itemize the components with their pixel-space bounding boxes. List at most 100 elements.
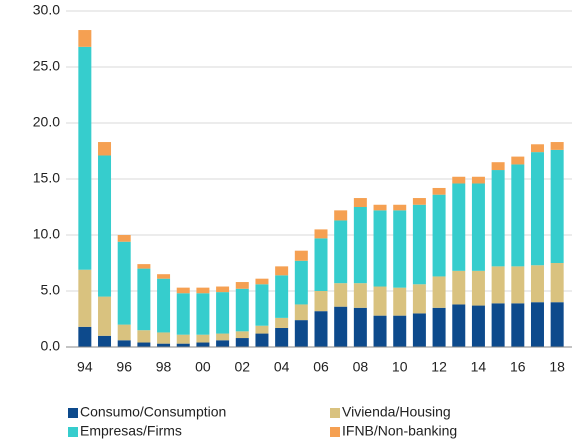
bar-segment	[78, 30, 92, 47]
bar-segment	[393, 204, 407, 211]
legend-label: Consumo/Consumption	[80, 404, 226, 420]
bar-segment	[432, 307, 446, 347]
bar-segment	[98, 335, 112, 347]
bar-segment	[294, 320, 308, 347]
bar-segment	[216, 292, 230, 334]
bar-segment	[471, 270, 485, 306]
bar-segment	[334, 306, 348, 347]
bar-segment	[275, 266, 289, 276]
bar-segment	[452, 304, 466, 347]
bar-segment	[137, 342, 151, 347]
bar-segment	[452, 270, 466, 305]
bar-segment	[373, 286, 387, 316]
bar-segment	[275, 275, 289, 318]
bar-segment	[216, 340, 230, 347]
x-tick-label: 00	[195, 359, 211, 375]
bar-segment	[157, 343, 171, 347]
bar-segment	[314, 229, 328, 239]
legend-swatch	[68, 427, 78, 437]
y-tick-label: 20.0	[33, 114, 60, 130]
x-tick-label: 16	[510, 359, 526, 375]
bar-segment	[275, 327, 289, 347]
bar-segment	[530, 265, 544, 303]
bar-segment	[137, 330, 151, 343]
bar-segment	[294, 304, 308, 321]
bar-segment	[235, 338, 249, 347]
y-tick-label: 0.0	[41, 338, 61, 354]
legend-swatch	[68, 408, 78, 418]
bar-segment	[432, 194, 446, 277]
bar-segment	[491, 266, 505, 304]
bar-segment	[176, 293, 190, 335]
bar-segment	[235, 282, 249, 289]
bar-segment	[412, 198, 426, 205]
x-tick-label: 98	[156, 359, 172, 375]
bar-segment	[471, 183, 485, 271]
bar-segment	[98, 296, 112, 336]
bar-segment	[235, 288, 249, 332]
bar-segment	[98, 155, 112, 297]
bar-segment	[393, 315, 407, 347]
bar-segment	[334, 283, 348, 307]
bar-segment	[78, 326, 92, 347]
bar-segment	[157, 332, 171, 344]
bar-segment	[511, 156, 525, 165]
bar-segment	[491, 162, 505, 171]
bar-segment	[530, 302, 544, 347]
x-tick-label: 94	[77, 359, 93, 375]
bar-segment	[432, 187, 446, 195]
legend-swatch	[330, 427, 340, 437]
bar-segment	[137, 264, 151, 269]
bar-segment	[117, 340, 131, 347]
legend-label: IFNB/Non-banking	[342, 423, 457, 439]
bar-segment	[255, 278, 269, 285]
bar-segment	[255, 325, 269, 334]
bar-segment	[373, 204, 387, 211]
bar-segment	[235, 331, 249, 339]
bar-segment	[255, 284, 269, 326]
y-tick-label: 30.0	[33, 2, 60, 18]
bar-segment	[117, 235, 131, 242]
bar-segment	[452, 176, 466, 184]
bar-segment	[255, 333, 269, 347]
y-tick-label: 5.0	[41, 282, 61, 298]
bar-segment	[491, 170, 505, 267]
bar-segment	[511, 266, 525, 304]
bar-segment	[314, 291, 328, 312]
x-tick-label: 02	[234, 359, 250, 375]
bar-segment	[511, 164, 525, 267]
bar-segment	[412, 313, 426, 347]
bar-segment	[294, 260, 308, 305]
bar-segment	[511, 303, 525, 347]
bar-segment	[412, 284, 426, 314]
bar-segment	[216, 286, 230, 293]
bar-segment	[393, 287, 407, 316]
bar-segment	[550, 142, 564, 150]
legend-swatch	[330, 408, 340, 418]
bar-segment	[393, 210, 407, 288]
bar-segment	[314, 238, 328, 291]
bar-segment	[78, 46, 92, 270]
bar-segment	[275, 317, 289, 328]
bar-segment	[471, 305, 485, 347]
legend-label: Empresas/Firms	[80, 423, 182, 439]
x-tick-label: 96	[116, 359, 132, 375]
bar-segment	[176, 287, 190, 294]
y-tick-label: 15.0	[33, 170, 60, 186]
bar-segment	[314, 311, 328, 347]
bar-segment	[530, 144, 544, 153]
bar-segment	[176, 343, 190, 347]
bar-segment	[471, 176, 485, 184]
bar-segment	[78, 269, 92, 327]
bar-segment	[550, 302, 564, 347]
legend-label: Vivienda/Housing	[342, 404, 451, 420]
bar-segment	[334, 220, 348, 284]
bar-segment	[452, 183, 466, 271]
bar-segment	[550, 149, 564, 263]
y-tick-label: 10.0	[33, 226, 60, 242]
bar-segment	[294, 250, 308, 261]
bar-segment	[137, 268, 151, 331]
x-tick-label: 14	[471, 359, 487, 375]
bar-segment	[432, 276, 446, 308]
